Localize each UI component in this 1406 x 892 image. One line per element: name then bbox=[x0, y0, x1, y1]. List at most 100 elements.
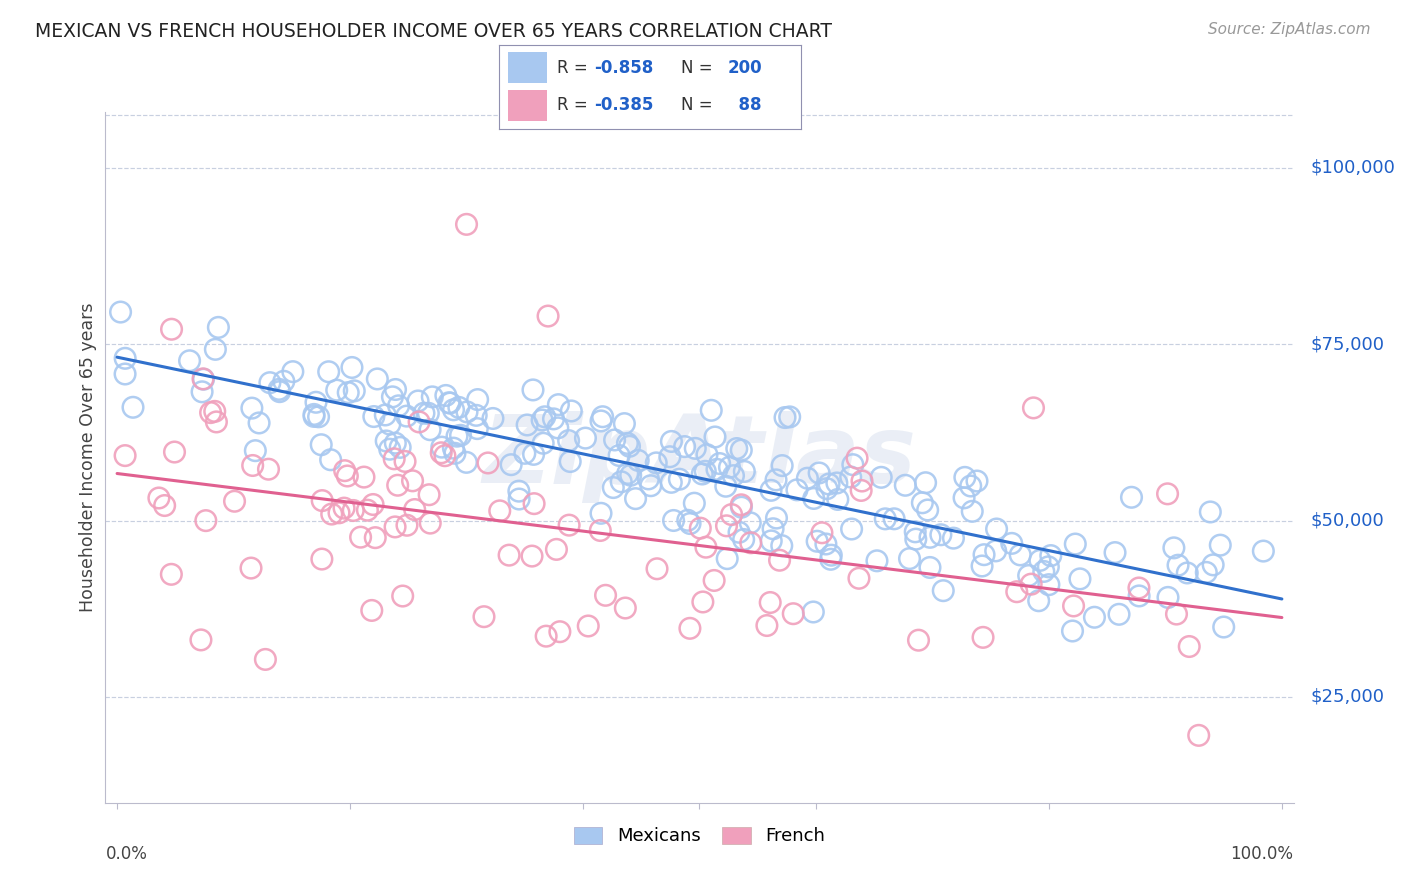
Text: R =: R = bbox=[557, 59, 592, 77]
Point bbox=[558, 518, 581, 533]
Point bbox=[723, 468, 745, 483]
Point bbox=[1001, 536, 1024, 550]
Point bbox=[918, 530, 941, 544]
Point bbox=[904, 524, 927, 539]
Point bbox=[883, 512, 905, 526]
Point bbox=[768, 553, 790, 567]
Point bbox=[814, 537, 837, 551]
Point bbox=[533, 409, 555, 424]
Point bbox=[419, 423, 441, 437]
Point bbox=[450, 428, 472, 442]
Point bbox=[522, 383, 544, 397]
Point bbox=[433, 449, 456, 463]
Text: $50,000: $50,000 bbox=[1310, 512, 1385, 530]
Point bbox=[557, 434, 579, 448]
Point bbox=[1039, 549, 1062, 563]
Point bbox=[589, 524, 612, 538]
Point bbox=[319, 452, 342, 467]
Point bbox=[614, 601, 637, 615]
Point bbox=[673, 440, 696, 454]
Point bbox=[395, 518, 418, 533]
Point bbox=[1032, 565, 1054, 579]
Point bbox=[267, 383, 290, 397]
Point bbox=[356, 503, 378, 517]
Point bbox=[160, 567, 183, 582]
Point bbox=[516, 417, 538, 432]
Point bbox=[820, 552, 842, 566]
Point bbox=[866, 554, 889, 568]
Text: N =: N = bbox=[681, 96, 717, 114]
Point bbox=[343, 384, 366, 398]
Point bbox=[321, 507, 343, 521]
Point bbox=[360, 603, 382, 617]
Point bbox=[560, 454, 582, 468]
Point bbox=[870, 470, 893, 484]
Point bbox=[281, 365, 304, 379]
Point bbox=[193, 372, 215, 386]
Point bbox=[245, 443, 267, 458]
Point bbox=[114, 449, 136, 463]
Point bbox=[333, 501, 356, 516]
Point bbox=[240, 401, 263, 416]
Point bbox=[336, 469, 359, 483]
Point bbox=[658, 450, 681, 464]
Point bbox=[361, 498, 384, 512]
Point bbox=[394, 454, 416, 468]
Point bbox=[616, 467, 638, 481]
Point bbox=[842, 458, 865, 472]
Point bbox=[340, 360, 363, 375]
Point bbox=[254, 652, 277, 666]
Point bbox=[560, 404, 582, 418]
Point bbox=[363, 409, 385, 424]
Point bbox=[520, 549, 543, 563]
Point bbox=[508, 484, 530, 499]
Point bbox=[311, 493, 333, 508]
Point bbox=[194, 514, 217, 528]
Point bbox=[364, 531, 387, 545]
Point bbox=[716, 551, 738, 566]
Point bbox=[311, 552, 333, 566]
Text: -0.858: -0.858 bbox=[595, 59, 654, 77]
Point bbox=[387, 399, 409, 413]
Point bbox=[595, 588, 617, 602]
Point bbox=[851, 474, 873, 488]
Point bbox=[318, 365, 340, 379]
Point bbox=[337, 385, 360, 400]
Point bbox=[942, 531, 965, 545]
Point bbox=[966, 474, 988, 488]
Point bbox=[413, 406, 436, 420]
Bar bbox=[508, 90, 547, 120]
Point bbox=[309, 438, 332, 452]
Point bbox=[1104, 545, 1126, 559]
Point bbox=[765, 511, 787, 525]
Point bbox=[765, 473, 787, 487]
Point bbox=[1029, 553, 1052, 567]
Point bbox=[328, 506, 350, 520]
Point bbox=[1038, 577, 1060, 591]
Point bbox=[114, 367, 136, 381]
Point bbox=[960, 504, 983, 518]
Point bbox=[419, 516, 441, 530]
Point bbox=[811, 525, 834, 540]
Point bbox=[849, 483, 872, 498]
Point bbox=[846, 451, 869, 466]
Point bbox=[848, 571, 870, 585]
Point bbox=[589, 414, 612, 428]
Point bbox=[679, 516, 702, 531]
Point bbox=[613, 417, 636, 431]
Point bbox=[418, 406, 440, 420]
Point bbox=[1175, 566, 1198, 580]
Point bbox=[381, 390, 404, 404]
Point bbox=[430, 440, 453, 454]
Point bbox=[465, 421, 488, 435]
Point bbox=[730, 498, 752, 512]
Point bbox=[704, 430, 727, 444]
Point bbox=[513, 446, 536, 460]
Point bbox=[498, 548, 520, 562]
Point bbox=[537, 309, 560, 323]
Point bbox=[627, 453, 650, 467]
Point bbox=[689, 521, 711, 535]
Text: 0.0%: 0.0% bbox=[105, 845, 148, 863]
Point bbox=[472, 609, 495, 624]
Point bbox=[1062, 624, 1084, 638]
